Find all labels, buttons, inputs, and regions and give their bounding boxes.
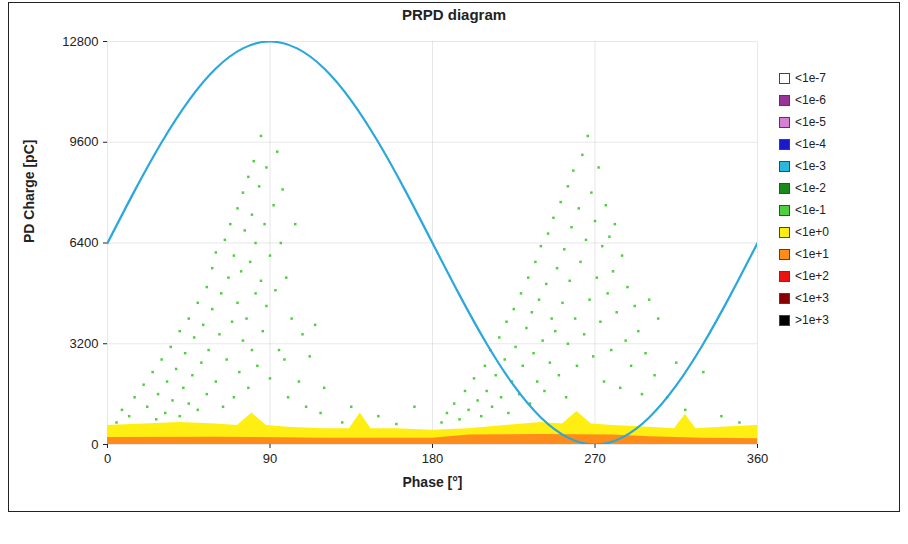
html-text:<1e+0: <1e+0 <box>795 225 829 239</box>
html-text:<1e-4: <1e-4 <box>795 137 826 151</box>
html-text:<1e+2: <1e+2 <box>795 269 829 283</box>
svg-text:180: 180 <box>422 451 444 466</box>
svg-text:12800: 12800 <box>62 34 98 49</box>
svg-text:6400: 6400 <box>70 235 99 250</box>
html-text:<1e-6: <1e-6 <box>795 93 826 107</box>
svg-text:Phase [°]: Phase [°] <box>402 474 462 490</box>
html-text:<1e+3: <1e+3 <box>795 291 829 305</box>
html-text:<1e-7: <1e-7 <box>795 71 826 85</box>
svg-text:9600: 9600 <box>70 134 99 149</box>
svg-text:270: 270 <box>584 451 606 466</box>
html-text:<1e-1: <1e-1 <box>795 203 826 217</box>
html-text:<1e-3: <1e-3 <box>795 159 826 173</box>
html-text:PRPD diagram: PRPD diagram <box>401 6 507 23</box>
html-text:<1e-2: <1e-2 <box>795 181 826 195</box>
svg-text:360: 360 <box>747 451 769 466</box>
svg-text:PD Charge [pC]: PD Charge [pC] <box>21 140 37 243</box>
svg-text:90: 90 <box>263 451 277 466</box>
html-text:<1e-5: <1e-5 <box>795 115 826 129</box>
html-text:>1e+3: >1e+3 <box>795 313 829 327</box>
svg-text:0: 0 <box>91 437 98 452</box>
html-text:<1e+1: <1e+1 <box>795 247 829 261</box>
svg-text:0: 0 <box>104 451 111 466</box>
svg-text:3200: 3200 <box>70 336 99 351</box>
